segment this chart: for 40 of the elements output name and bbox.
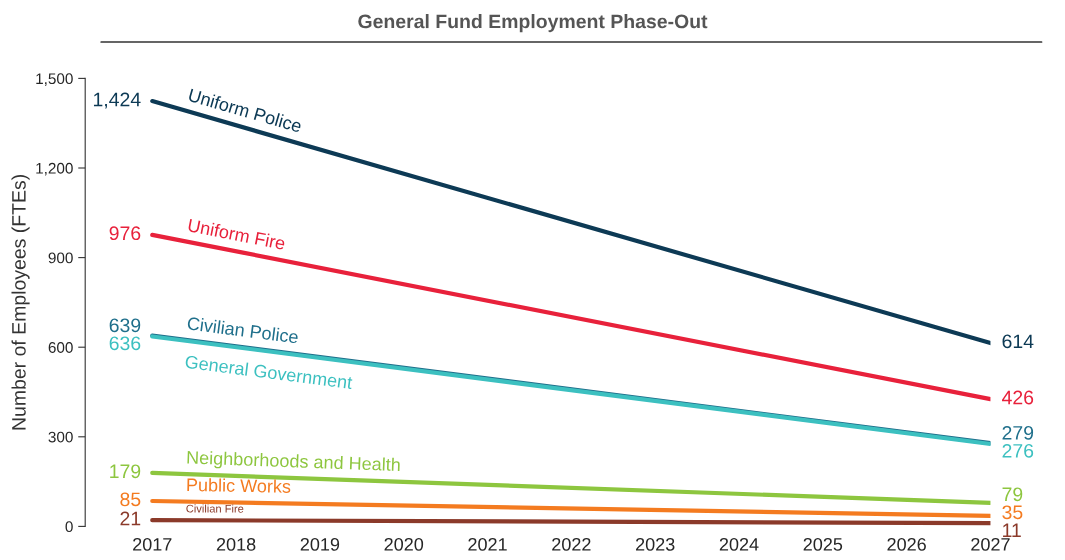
x-tick-label: 2017 xyxy=(133,537,172,551)
data-label: 614 xyxy=(1002,334,1034,349)
data-label: 35 xyxy=(1002,505,1023,520)
x-tick-label: 2020 xyxy=(384,537,424,551)
x-tick-label: 2025 xyxy=(803,537,843,551)
data-label: 276 xyxy=(1002,443,1034,458)
data-label: 279 xyxy=(1002,425,1034,440)
y-tick-label: 600 xyxy=(48,342,73,353)
chart-title: General Fund Employment Phase-Out xyxy=(358,14,708,33)
text: Civilian Police xyxy=(187,316,299,344)
data-label: 639 xyxy=(109,318,141,333)
text: General Government xyxy=(185,354,353,390)
y-tick-label: 900 xyxy=(48,252,73,264)
data-label: 1,424 xyxy=(93,92,141,109)
text: Uniform Police xyxy=(188,88,303,133)
x-tick-label: 2027 xyxy=(971,537,1010,551)
data-label: 179 xyxy=(110,464,141,479)
series-label: Civilian Fire xyxy=(186,504,244,513)
data-label: 636 xyxy=(109,336,141,351)
y-tick-label: 0 xyxy=(65,521,73,533)
x-tick-label: 2019 xyxy=(300,537,340,551)
x-tick-label: 2023 xyxy=(636,537,675,551)
data-label: 21 xyxy=(120,511,141,526)
y-tick-label: 300 xyxy=(48,431,73,443)
y-tick-label: 1,500 xyxy=(36,73,73,86)
series-label: Public Works xyxy=(187,477,291,493)
x-tick-label: 2022 xyxy=(552,537,591,551)
series-label: Neighborhoods and Health xyxy=(187,450,400,475)
text: Uniform Fire xyxy=(187,218,286,250)
x-tick-label: 2024 xyxy=(719,537,759,551)
y-axis-title: Number of Employees (FTEs) xyxy=(11,175,30,430)
data-label: 79 xyxy=(1002,487,1023,502)
data-label: 426 xyxy=(1002,390,1034,405)
y-tick-label: 1,200 xyxy=(36,162,73,176)
data-label: 11 xyxy=(1003,523,1021,537)
data-label: 85 xyxy=(120,492,141,507)
data-label: 976 xyxy=(109,226,141,241)
x-tick-label: 2021 xyxy=(468,537,507,551)
x-tick-label: 2018 xyxy=(216,537,256,551)
x-tick-label: 2026 xyxy=(887,537,926,551)
